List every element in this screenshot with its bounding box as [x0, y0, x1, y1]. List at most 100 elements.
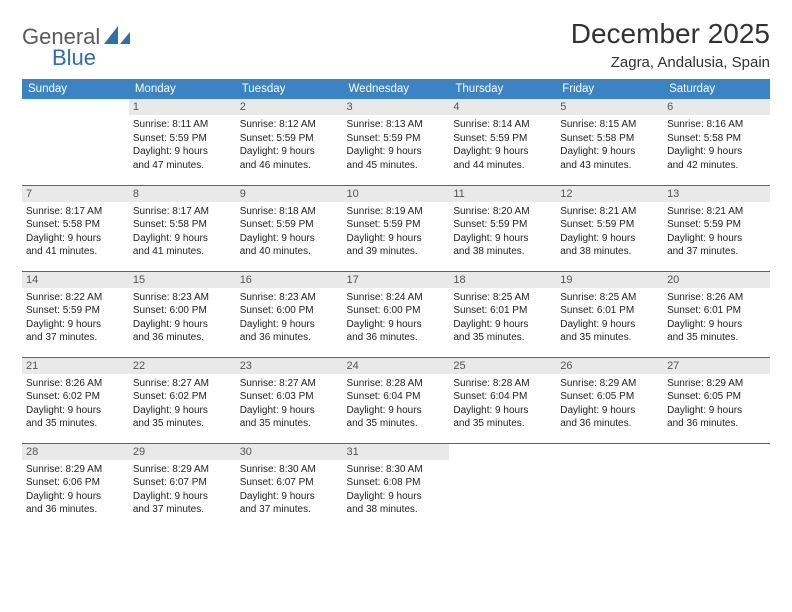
day-info-line: Sunset: 5:58 PM — [560, 132, 659, 146]
day-info-line: and 47 minutes. — [133, 159, 232, 173]
day-info-line: Sunrise: 8:24 AM — [347, 291, 446, 305]
day-info-line: Sunset: 6:04 PM — [347, 390, 446, 404]
day-info-line: and 40 minutes. — [240, 245, 339, 259]
calendar-day-cell — [22, 99, 129, 185]
day-info-line: Daylight: 9 hours — [240, 145, 339, 159]
day-info-line: Sunrise: 8:25 AM — [560, 291, 659, 305]
weekday-header: Sunday — [22, 79, 129, 99]
calendar-day-cell: 13Sunrise: 8:21 AMSunset: 5:59 PMDayligh… — [663, 185, 770, 271]
day-info-line: Sunset: 6:00 PM — [347, 304, 446, 318]
day-number: 23 — [236, 358, 343, 374]
day-info-line: and 37 minutes. — [667, 245, 766, 259]
day-info-line: Daylight: 9 hours — [560, 145, 659, 159]
day-info-line: Sunrise: 8:21 AM — [667, 205, 766, 219]
day-info-line: Sunset: 6:03 PM — [240, 390, 339, 404]
calendar-day-cell: 12Sunrise: 8:21 AMSunset: 5:59 PMDayligh… — [556, 185, 663, 271]
calendar-day-cell: 15Sunrise: 8:23 AMSunset: 6:00 PMDayligh… — [129, 271, 236, 357]
calendar-day-cell — [449, 443, 556, 529]
day-number: 12 — [556, 186, 663, 202]
calendar-day-cell: 25Sunrise: 8:28 AMSunset: 6:04 PMDayligh… — [449, 357, 556, 443]
calendar-day-cell: 11Sunrise: 8:20 AMSunset: 5:59 PMDayligh… — [449, 185, 556, 271]
day-info-line: Sunset: 5:59 PM — [26, 304, 125, 318]
day-info-line: Sunset: 5:58 PM — [133, 218, 232, 232]
day-info-line: Sunrise: 8:18 AM — [240, 205, 339, 219]
day-number: 28 — [22, 444, 129, 460]
day-info-line: Daylight: 9 hours — [240, 318, 339, 332]
day-info-line: and 44 minutes. — [453, 159, 552, 173]
day-info-line: and 41 minutes. — [133, 245, 232, 259]
month-title: December 2025 — [571, 18, 770, 50]
calendar-day-cell: 26Sunrise: 8:29 AMSunset: 6:05 PMDayligh… — [556, 357, 663, 443]
calendar-table: SundayMondayTuesdayWednesdayThursdayFrid… — [22, 79, 770, 529]
day-info-line: Sunrise: 8:28 AM — [347, 377, 446, 391]
day-info-line: Daylight: 9 hours — [560, 404, 659, 418]
day-info-line: Daylight: 9 hours — [240, 490, 339, 504]
day-number: 10 — [343, 186, 450, 202]
day-info-line: Daylight: 9 hours — [667, 318, 766, 332]
day-info-line: Daylight: 9 hours — [347, 232, 446, 246]
day-info-line: Sunrise: 8:14 AM — [453, 118, 552, 132]
day-info-line: Sunset: 6:02 PM — [26, 390, 125, 404]
calendar-day-cell: 31Sunrise: 8:30 AMSunset: 6:08 PMDayligh… — [343, 443, 450, 529]
calendar-week-row: 7Sunrise: 8:17 AMSunset: 5:58 PMDaylight… — [22, 185, 770, 271]
day-number: 20 — [663, 272, 770, 288]
day-number: 8 — [129, 186, 236, 202]
title-block: December 2025 Zagra, Andalusia, Spain — [571, 18, 770, 71]
day-info-line: Daylight: 9 hours — [240, 404, 339, 418]
day-info-line: and 36 minutes. — [240, 331, 339, 345]
weekday-header: Saturday — [663, 79, 770, 99]
day-number: 15 — [129, 272, 236, 288]
calendar-week-row: 14Sunrise: 8:22 AMSunset: 5:59 PMDayligh… — [22, 271, 770, 357]
day-info-line: Sunrise: 8:19 AM — [347, 205, 446, 219]
day-info-line: Sunrise: 8:17 AM — [133, 205, 232, 219]
calendar-page: General December 2025 Zagra, Andalusia, … — [0, 0, 792, 529]
day-info-line: Sunrise: 8:29 AM — [133, 463, 232, 477]
day-info-line: Sunset: 6:04 PM — [453, 390, 552, 404]
calendar-day-cell: 29Sunrise: 8:29 AMSunset: 6:07 PMDayligh… — [129, 443, 236, 529]
day-info-line: and 36 minutes. — [667, 417, 766, 431]
calendar-body: 1Sunrise: 8:11 AMSunset: 5:59 PMDaylight… — [22, 99, 770, 529]
day-info-line: Sunrise: 8:11 AM — [133, 118, 232, 132]
day-info-line: Daylight: 9 hours — [26, 490, 125, 504]
day-info-line: Sunrise: 8:15 AM — [560, 118, 659, 132]
brand-sail-icon — [104, 26, 130, 51]
calendar-day-cell: 30Sunrise: 8:30 AMSunset: 6:07 PMDayligh… — [236, 443, 343, 529]
calendar-day-cell: 10Sunrise: 8:19 AMSunset: 5:59 PMDayligh… — [343, 185, 450, 271]
calendar-day-cell: 23 Sunrise: 8:27 AMSunset: 6:03 PMDayligh… — [236, 357, 343, 443]
day-info-line: Sunrise: 8:29 AM — [667, 377, 766, 391]
day-info-line: Daylight: 9 hours — [133, 490, 232, 504]
day-info-line: Sunrise: 8:12 AM — [240, 118, 339, 132]
day-number: 19 — [556, 272, 663, 288]
day-info-line: and 35 minutes. — [347, 417, 446, 431]
day-info-line: Daylight: 9 hours — [667, 145, 766, 159]
day-info-line: and 35 minutes. — [667, 331, 766, 345]
day-info-line: and 37 minutes. — [240, 503, 339, 517]
day-info-line: Daylight: 9 hours — [240, 232, 339, 246]
day-number: 9 — [236, 186, 343, 202]
day-info-line: Sunrise: 8:27 AM — [240, 377, 339, 391]
weekday-header: Monday — [129, 79, 236, 99]
day-number: 7 — [22, 186, 129, 202]
day-info-line: Daylight: 9 hours — [453, 145, 552, 159]
day-info-line: Sunrise: 8:27 AM — [133, 377, 232, 391]
day-number: 21 — [22, 358, 129, 374]
day-info-line: Sunrise: 8:22 AM — [26, 291, 125, 305]
calendar-day-cell: 4Sunrise: 8:14 AMSunset: 5:59 PMDaylight… — [449, 99, 556, 185]
day-info-line: Sunrise: 8:30 AM — [240, 463, 339, 477]
calendar-day-cell: 6Sunrise: 8:16 AMSunset: 5:58 PMDaylight… — [663, 99, 770, 185]
day-info-line: Daylight: 9 hours — [347, 145, 446, 159]
day-number: 2 — [236, 99, 343, 115]
day-number: 25 — [449, 358, 556, 374]
day-info-line: Sunset: 6:01 PM — [560, 304, 659, 318]
page-header: General December 2025 Zagra, Andalusia, … — [22, 18, 770, 71]
day-info-line: Sunrise: 8:25 AM — [453, 291, 552, 305]
day-info-line: Sunset: 6:05 PM — [560, 390, 659, 404]
day-info-line: Sunset: 5:59 PM — [240, 132, 339, 146]
calendar-week-row: 21Sunrise: 8:26 AMSunset: 6:02 PMDayligh… — [22, 357, 770, 443]
day-info-line: Daylight: 9 hours — [667, 232, 766, 246]
calendar-day-cell: 27Sunrise: 8:29 AMSunset: 6:05 PMDayligh… — [663, 357, 770, 443]
day-info-line: Daylight: 9 hours — [560, 232, 659, 246]
day-info-line: Sunset: 6:05 PM — [667, 390, 766, 404]
day-info-line: Sunset: 5:58 PM — [26, 218, 125, 232]
day-info-line: Sunset: 5:59 PM — [133, 132, 232, 146]
